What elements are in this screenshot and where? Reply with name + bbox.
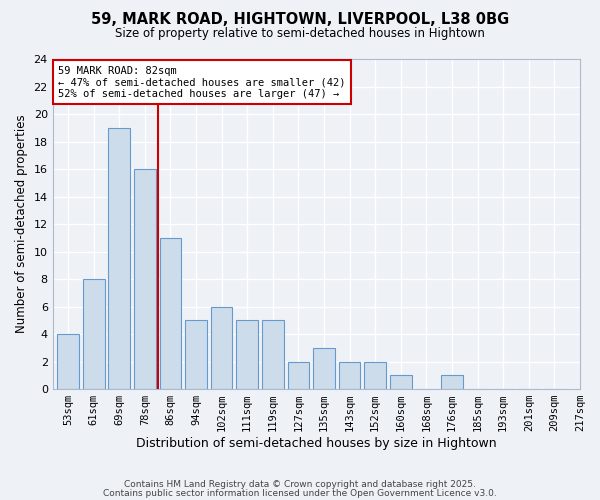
Bar — [109, 128, 130, 389]
Text: Size of property relative to semi-detached houses in Hightown: Size of property relative to semi-detach… — [115, 28, 485, 40]
Bar — [339, 362, 361, 389]
Bar — [313, 348, 335, 389]
Bar — [185, 320, 207, 389]
Bar — [57, 334, 79, 389]
Bar — [160, 238, 181, 389]
Bar — [390, 376, 412, 389]
Bar — [83, 279, 104, 389]
Bar — [211, 306, 232, 389]
Bar — [134, 169, 156, 389]
Bar — [287, 362, 309, 389]
Text: 59 MARK ROAD: 82sqm
← 47% of semi-detached houses are smaller (42)
52% of semi-d: 59 MARK ROAD: 82sqm ← 47% of semi-detach… — [58, 66, 346, 99]
Bar — [364, 362, 386, 389]
Text: Contains public sector information licensed under the Open Government Licence v3: Contains public sector information licen… — [103, 488, 497, 498]
Text: Contains HM Land Registry data © Crown copyright and database right 2025.: Contains HM Land Registry data © Crown c… — [124, 480, 476, 489]
Bar — [236, 320, 258, 389]
Text: 59, MARK ROAD, HIGHTOWN, LIVERPOOL, L38 0BG: 59, MARK ROAD, HIGHTOWN, LIVERPOOL, L38 … — [91, 12, 509, 28]
Bar — [441, 376, 463, 389]
Y-axis label: Number of semi-detached properties: Number of semi-detached properties — [15, 114, 28, 334]
X-axis label: Distribution of semi-detached houses by size in Hightown: Distribution of semi-detached houses by … — [136, 437, 497, 450]
Bar — [262, 320, 284, 389]
